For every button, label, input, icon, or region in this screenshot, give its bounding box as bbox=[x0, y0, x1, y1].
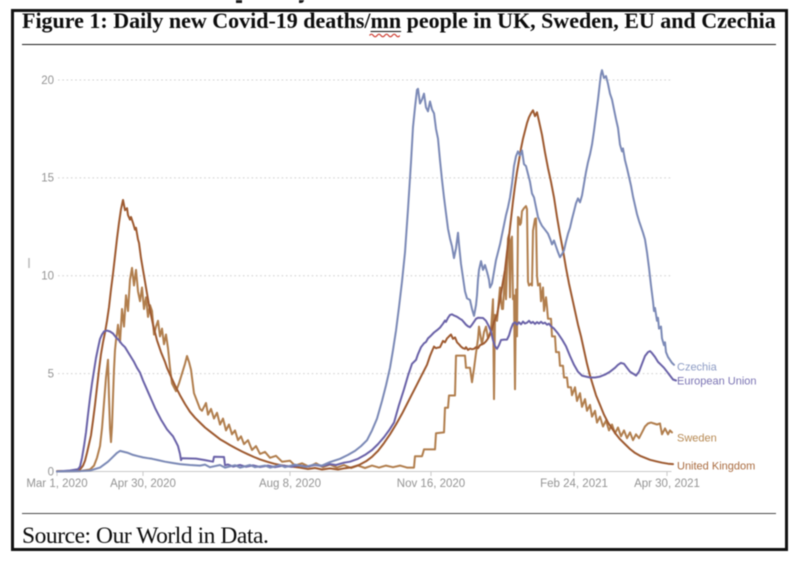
svg-text:Apr 30, 2021: Apr 30, 2021 bbox=[634, 478, 700, 490]
svg-text:0: 0 bbox=[48, 466, 54, 478]
svg-text:Aug 8, 2020: Aug 8, 2020 bbox=[259, 478, 321, 490]
svg-text:Mar 1, 2020: Mar 1, 2020 bbox=[26, 478, 87, 490]
svg-text:10: 10 bbox=[41, 271, 54, 283]
svg-text:20: 20 bbox=[41, 75, 54, 87]
svg-text:Nov 16, 2020: Nov 16, 2020 bbox=[397, 478, 465, 490]
svg-text:Sweden: Sweden bbox=[677, 433, 717, 445]
svg-text:Feb 24, 2021: Feb 24, 2021 bbox=[540, 478, 608, 490]
svg-text:15: 15 bbox=[41, 173, 54, 185]
svg-text:United Kingdom: United Kingdom bbox=[677, 461, 755, 473]
svg-text:Czechia: Czechia bbox=[677, 362, 718, 374]
svg-text:European Union: European Union bbox=[677, 376, 757, 388]
svg-text:5: 5 bbox=[48, 368, 54, 380]
svg-text:Apr 30, 2020: Apr 30, 2020 bbox=[110, 478, 176, 490]
